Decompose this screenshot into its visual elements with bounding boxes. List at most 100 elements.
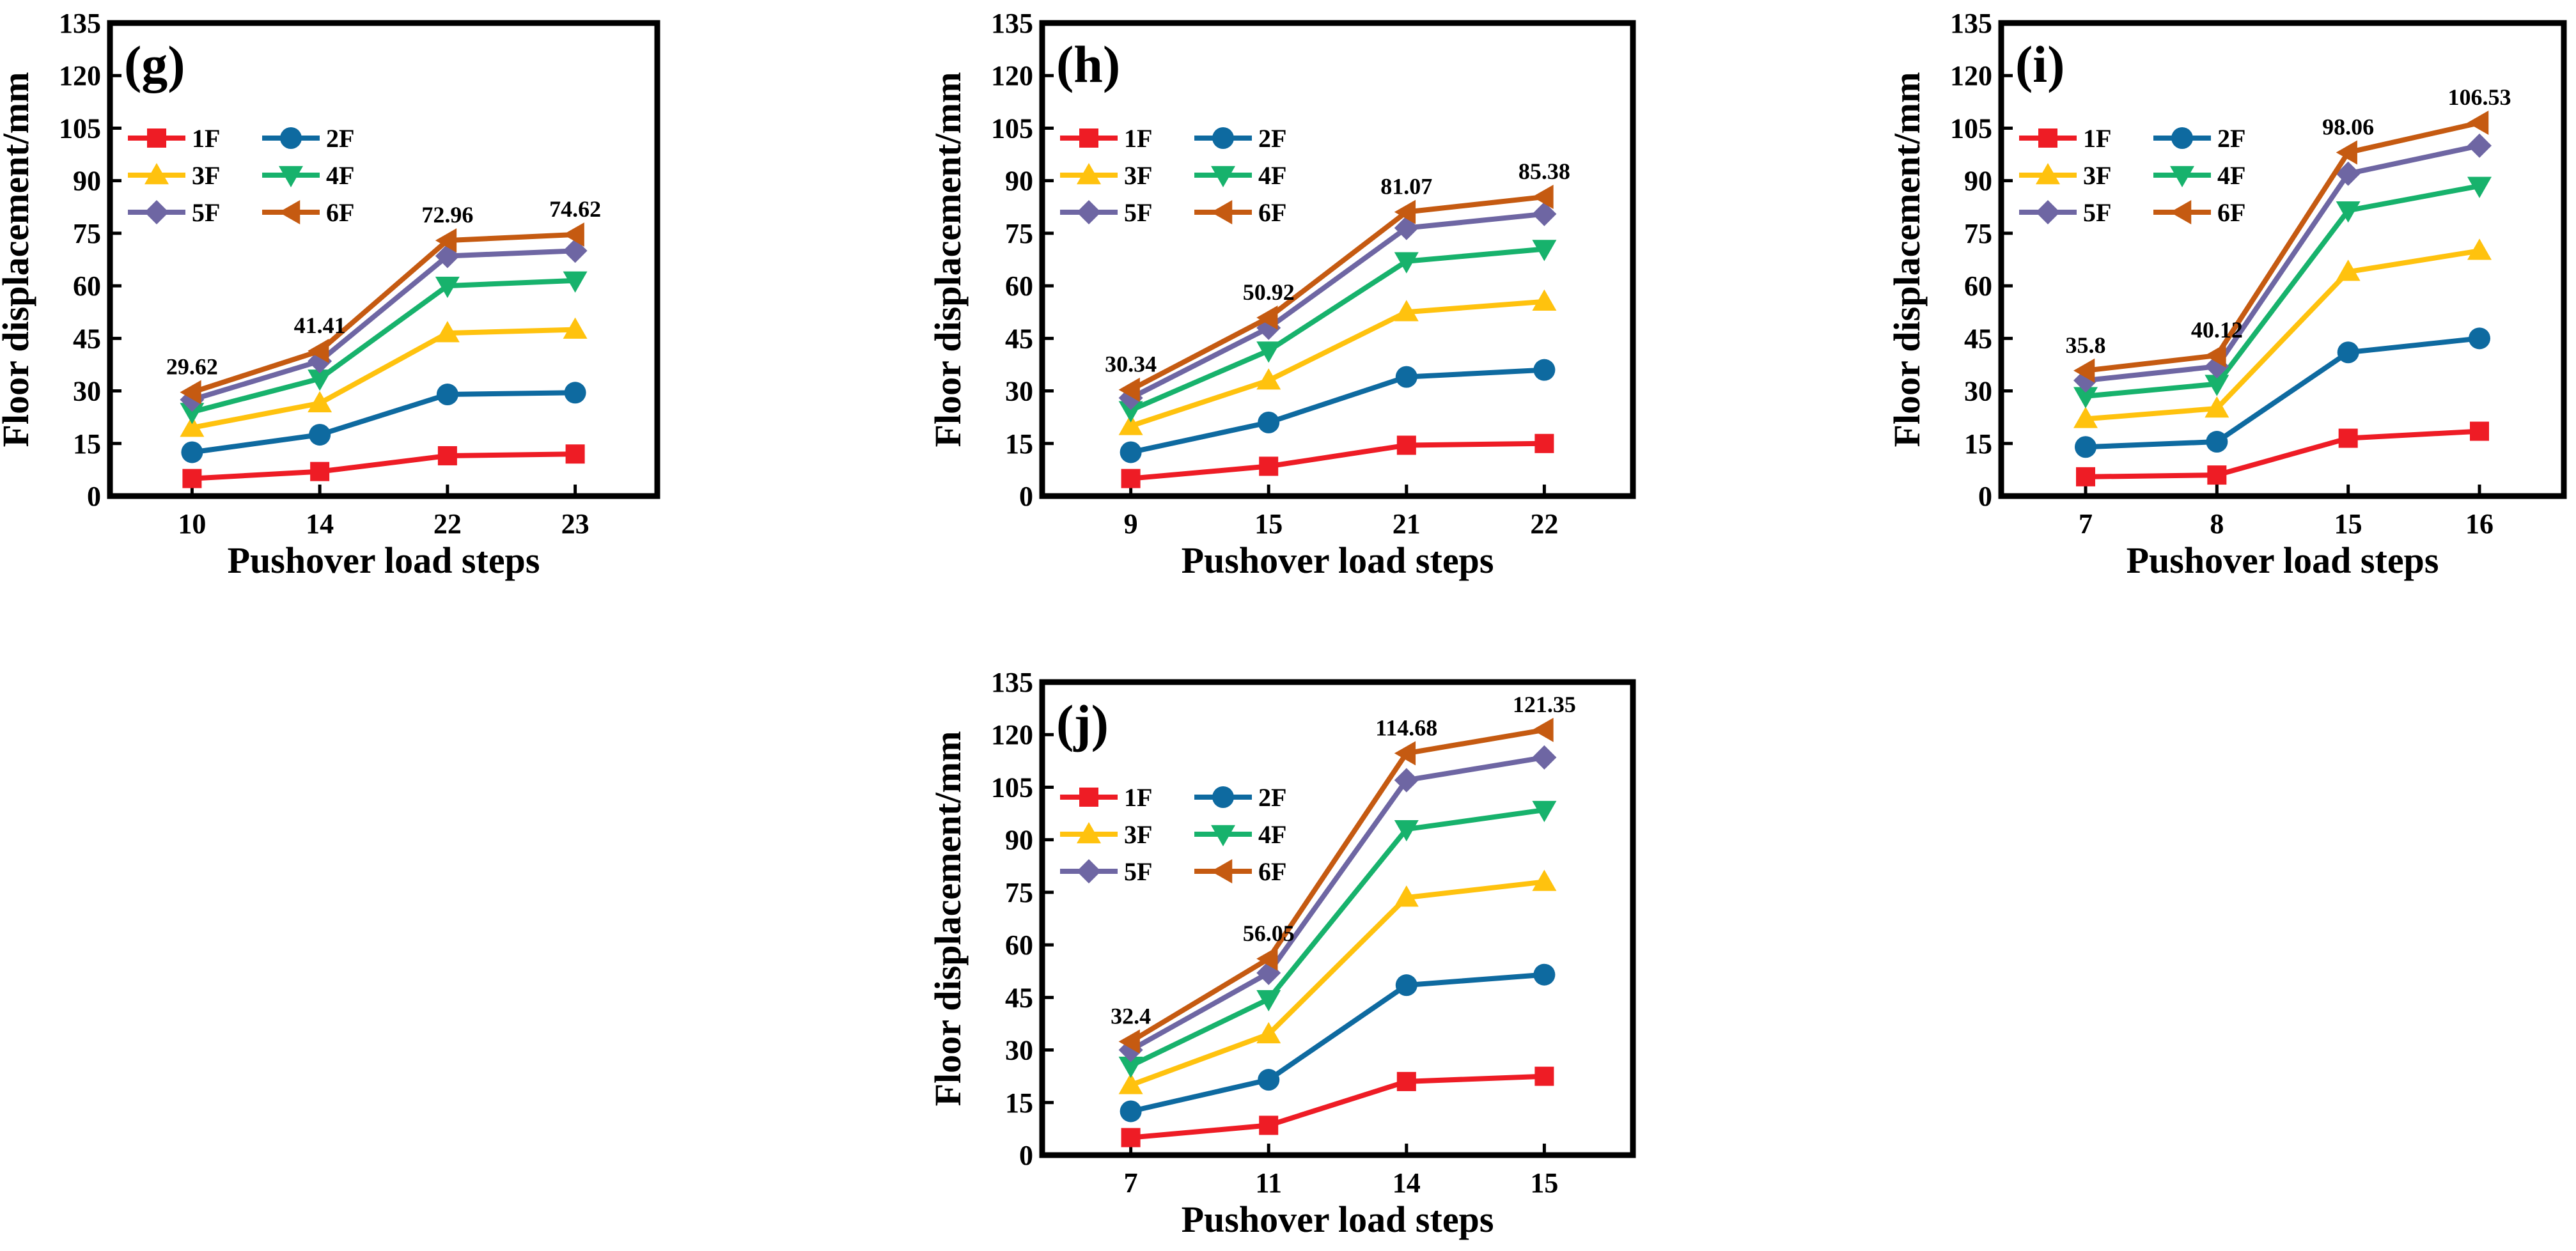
legend-label: 4F bbox=[2217, 161, 2245, 190]
series-line-5f bbox=[191, 248, 575, 403]
legend-item-2f: 2F bbox=[2153, 124, 2245, 153]
data-point-3f bbox=[1394, 885, 1419, 907]
x-axis-title: Pushover load steps bbox=[1182, 1199, 1494, 1240]
series-line-2f bbox=[191, 390, 575, 455]
data-point-1f bbox=[1534, 1066, 1554, 1086]
data-point-5f bbox=[1256, 315, 1281, 340]
legend-marker bbox=[1079, 788, 1098, 807]
data-point-3f bbox=[1394, 300, 1419, 322]
legend-label: 1F bbox=[1124, 124, 1152, 153]
data-point-6f bbox=[1394, 199, 1416, 224]
chart-panel-i: 0 15 30 45 60 75 90 105 120 135 7 8 15 16 Pushover loa… bbox=[1886, 8, 2567, 581]
legend-label: 3F bbox=[2083, 161, 2111, 190]
legend-label: 6F bbox=[2217, 198, 2245, 227]
y-tick-label: 120 bbox=[991, 60, 1033, 91]
series-line-4f bbox=[1129, 807, 1545, 1068]
legend-marker bbox=[2038, 128, 2057, 148]
y-axis-title: Floor displacement/mm bbox=[0, 72, 36, 447]
data-point-6f bbox=[1256, 305, 1278, 330]
data-point-4f bbox=[180, 403, 205, 424]
series-line-2f bbox=[1130, 972, 1545, 1114]
legend-marker bbox=[279, 166, 303, 187]
data-point-1f bbox=[1259, 456, 1279, 476]
legend-marker bbox=[144, 163, 169, 185]
data-point-4f bbox=[1532, 240, 1557, 261]
data-point-2f bbox=[2206, 431, 2228, 453]
legend-label: 1F bbox=[192, 124, 220, 153]
data-label: 35.8 bbox=[2066, 332, 2106, 358]
legend-label: 6F bbox=[1258, 857, 1286, 886]
data-point-3f bbox=[1256, 1022, 1281, 1044]
data-point-4f bbox=[1532, 800, 1557, 823]
data-point-1f bbox=[2076, 467, 2095, 486]
legend-item-6f: 6F bbox=[262, 198, 354, 227]
legend-label: 2F bbox=[2217, 124, 2245, 153]
data-point-3f bbox=[1118, 414, 1143, 435]
data-point-3f bbox=[2073, 407, 2098, 428]
data-point-6f bbox=[1394, 741, 1416, 766]
legend-marker bbox=[279, 200, 301, 224]
data-point-3f bbox=[1256, 368, 1281, 390]
y-tick-label: 0 bbox=[1019, 481, 1033, 512]
data-point-3f bbox=[2205, 396, 2229, 418]
data-point-4f bbox=[1118, 401, 1143, 423]
y-tick-label: 15 bbox=[73, 428, 101, 460]
y-tick-label: 15 bbox=[1005, 1087, 1033, 1119]
data-point-6f bbox=[2336, 140, 2357, 165]
data-point-2f bbox=[1395, 366, 1417, 388]
legend-item-1f: 1F bbox=[128, 124, 220, 153]
data-point-1f bbox=[182, 469, 202, 488]
data-label: 30.34 bbox=[1105, 352, 1157, 377]
data-label: 114.68 bbox=[1375, 715, 1437, 740]
data-point-4f bbox=[1394, 252, 1419, 274]
y-tick-label: 105 bbox=[991, 113, 1033, 144]
data-point-3f bbox=[1532, 869, 1557, 891]
legend-marker bbox=[1077, 822, 1101, 844]
y-tick-label: 90 bbox=[1005, 825, 1033, 856]
legend-item-3f: 3F bbox=[1060, 820, 1152, 849]
data-point-6f bbox=[308, 339, 329, 364]
series-line-3f bbox=[1130, 299, 1545, 429]
data-point-6f bbox=[180, 380, 201, 405]
series-line-3f bbox=[2085, 248, 2480, 422]
chart-panel-h: 0 15 30 45 60 75 90 105 120 135 9 15 21 22 Pushover lo… bbox=[927, 8, 1636, 581]
x-tick-label: 23 bbox=[561, 508, 589, 540]
data-point-3f bbox=[563, 317, 588, 339]
y-tick-label: 60 bbox=[1005, 929, 1033, 961]
chart-panel-j: 0 15 30 45 60 75 90 105 120 135 7 11 14 15 Pushover lo… bbox=[927, 667, 1636, 1240]
legend-label: 1F bbox=[1124, 783, 1152, 812]
data-point-2f bbox=[2337, 341, 2359, 364]
data-point-2f bbox=[1258, 1069, 1280, 1091]
x-tick-label: 22 bbox=[1530, 508, 1558, 540]
data-point-4f bbox=[2467, 176, 2492, 198]
legend-item-4f: 4F bbox=[262, 161, 354, 190]
series-line-5f bbox=[2085, 143, 2480, 384]
series-line-6f bbox=[191, 231, 575, 395]
x-tick-label: 14 bbox=[1393, 1167, 1421, 1199]
data-point-4f bbox=[1256, 341, 1281, 363]
data-label: 81.07 bbox=[1380, 174, 1432, 199]
x-axis-title: Pushover load steps bbox=[2127, 540, 2439, 581]
plot-frame bbox=[1998, 20, 2567, 499]
plot-frame bbox=[1039, 20, 1636, 499]
panel-label: (g) bbox=[124, 35, 185, 93]
data-point-5f bbox=[1394, 768, 1419, 793]
legend-item-3f: 3F bbox=[128, 161, 220, 190]
x-tick-label: 9 bbox=[1124, 508, 1138, 540]
y-tick-label: 105 bbox=[59, 113, 101, 144]
data-point-2f bbox=[1533, 963, 1556, 986]
y-tick-label: 105 bbox=[991, 772, 1033, 803]
data-point-2f bbox=[2469, 327, 2490, 350]
x-tick-label: 7 bbox=[2079, 508, 2093, 540]
y-tick-label: 15 bbox=[1005, 428, 1033, 460]
legend-marker bbox=[2036, 163, 2060, 185]
data-label: 74.62 bbox=[549, 196, 601, 222]
legend-item-1f: 1F bbox=[2019, 124, 2111, 153]
legend-item-6f: 6F bbox=[1194, 198, 1286, 227]
series-line-2f bbox=[2085, 336, 2480, 450]
legend-item-2f: 2F bbox=[1194, 783, 1286, 812]
x-tick-label: 21 bbox=[1393, 508, 1421, 540]
data-point-1f bbox=[565, 444, 585, 464]
legend-item-3f: 3F bbox=[1060, 161, 1152, 190]
data-point-1f bbox=[1121, 469, 1141, 488]
